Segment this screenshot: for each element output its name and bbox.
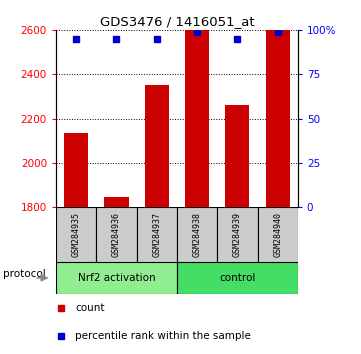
Bar	[266, 30, 290, 207]
Bar	[104, 197, 129, 207]
Text: GSM284937: GSM284937	[152, 212, 161, 257]
Bar	[185, 30, 209, 207]
Text: GSM284936: GSM284936	[112, 212, 121, 257]
Bar	[177, 207, 217, 262]
Text: percentile rank within the sample: percentile rank within the sample	[75, 331, 251, 341]
Bar	[145, 85, 169, 207]
Text: GSM284938: GSM284938	[192, 212, 201, 257]
Text: GSM284939: GSM284939	[233, 212, 242, 257]
Text: count: count	[75, 303, 105, 313]
Bar	[225, 105, 249, 207]
Bar	[56, 207, 96, 262]
Bar	[177, 262, 298, 294]
Text: Nrf2 activation: Nrf2 activation	[78, 273, 155, 283]
Text: control: control	[219, 273, 256, 283]
Text: GSM284940: GSM284940	[273, 212, 282, 257]
Bar	[257, 207, 298, 262]
Bar	[136, 207, 177, 262]
Title: GDS3476 / 1416051_at: GDS3476 / 1416051_at	[100, 15, 254, 28]
Bar	[96, 207, 136, 262]
Text: protocol: protocol	[3, 269, 45, 279]
Bar	[217, 207, 257, 262]
Text: GSM284935: GSM284935	[71, 212, 81, 257]
Bar	[56, 262, 177, 294]
Bar	[64, 133, 88, 207]
